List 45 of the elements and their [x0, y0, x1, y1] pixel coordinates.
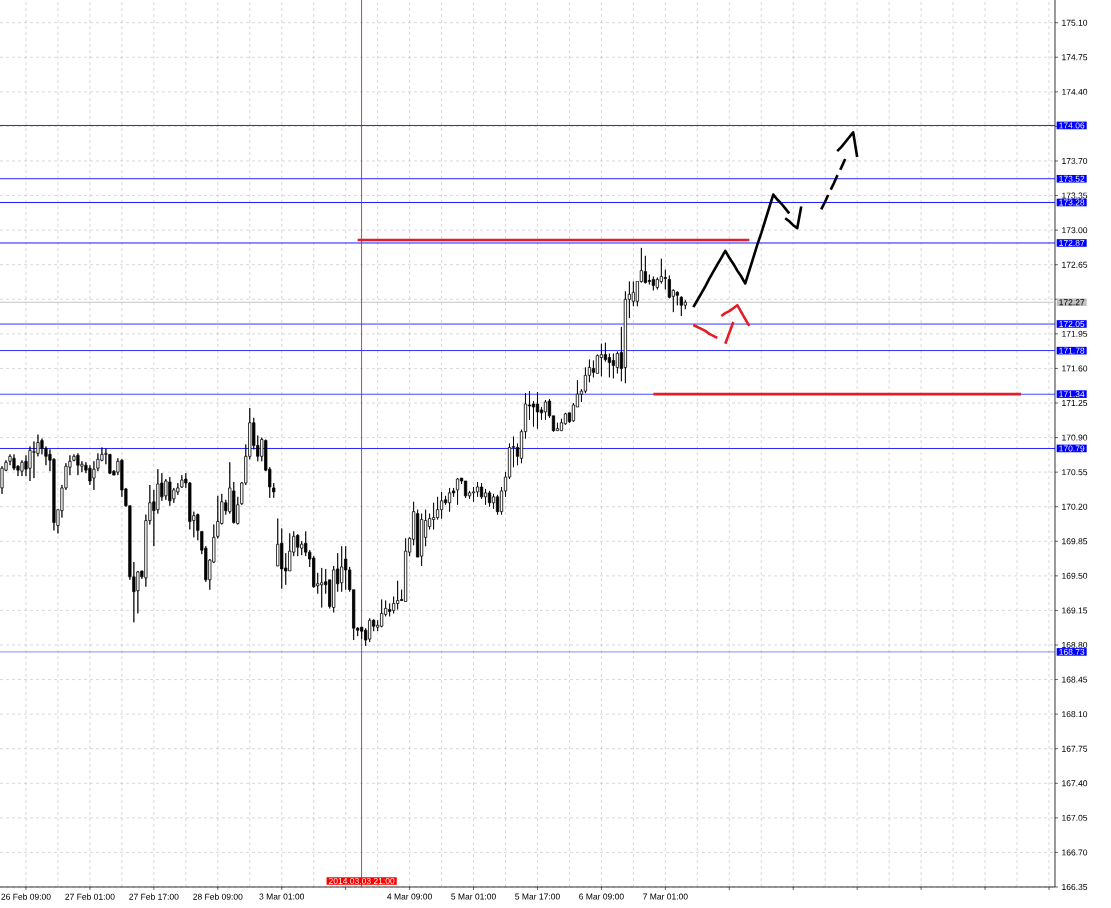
y-tick-label: 167.75	[1062, 745, 1088, 752]
ref-line-label: 172.87	[1059, 239, 1085, 246]
x-tick-label: 4 Mar 09:00	[387, 893, 432, 900]
y-tick-label: 168.10	[1062, 711, 1088, 718]
x-tick-label: 26 Feb 09:00	[1, 893, 51, 900]
y-tick-label: 169.85	[1062, 538, 1088, 545]
y-tick-label: 170.55	[1062, 469, 1088, 476]
x-tick-label: 3 Mar 01:00	[259, 893, 305, 900]
y-tick-label: 169.50	[1062, 572, 1088, 579]
y-tick-label: 175.10	[1062, 19, 1088, 26]
ref-line-label: 171.78	[1059, 347, 1085, 354]
x-tick-label: 5 Mar 17:00	[515, 893, 560, 900]
x-tick-label: 2014.03.03 21:00	[328, 877, 395, 884]
y-tick-label: 170.20	[1062, 503, 1088, 510]
y-tick-label: 173.35	[1062, 192, 1088, 199]
x-tick-label: 5 Mar 01:00	[451, 893, 496, 900]
ref-line-label: 171.34	[1059, 391, 1085, 398]
y-tick-label: 171.60	[1062, 365, 1088, 372]
ref-line-label: 172.05	[1059, 320, 1085, 327]
y-tick-label: 166.35	[1062, 884, 1088, 890]
x-tick-label: 27 Feb 01:00	[65, 893, 115, 900]
ref-line-label: 173.52	[1059, 175, 1085, 182]
x-tick-label: 27 Feb 17:00	[129, 893, 179, 900]
x-tick-label: 28 Feb 09:00	[193, 893, 243, 900]
x-tick-label: 7 Mar 01:00	[643, 893, 688, 900]
y-tick-label: 166.70	[1062, 849, 1088, 856]
y-tick-label: 174.40	[1062, 88, 1088, 95]
ref-line-label: 172.27	[1059, 299, 1085, 306]
y-tick-label: 171.95	[1062, 330, 1088, 337]
y-tick-label: 174.75	[1062, 54, 1088, 61]
y-tick-label: 173.70	[1062, 157, 1088, 164]
y-tick-label: 170.90	[1062, 434, 1088, 441]
ref-line-label: 173.28	[1059, 199, 1085, 206]
ref-line-label: 168.73	[1059, 648, 1085, 655]
y-tick-label: 173.00	[1062, 227, 1088, 234]
y-tick-label: 167.05	[1062, 814, 1088, 821]
y-tick-label: 167.40	[1062, 780, 1088, 787]
ref-line-label: 170.79	[1059, 445, 1085, 452]
y-tick-label: 169.15	[1062, 607, 1088, 614]
y-tick-label: 171.25	[1062, 400, 1088, 406]
y-tick-label: 172.65	[1062, 261, 1088, 268]
ref-line-label: 174.06	[1059, 122, 1085, 129]
y-tick-label: 168.45	[1062, 676, 1088, 683]
x-tick-label: 6 Mar 09:00	[579, 893, 624, 900]
y-tick-label: 168.80	[1062, 642, 1088, 648]
